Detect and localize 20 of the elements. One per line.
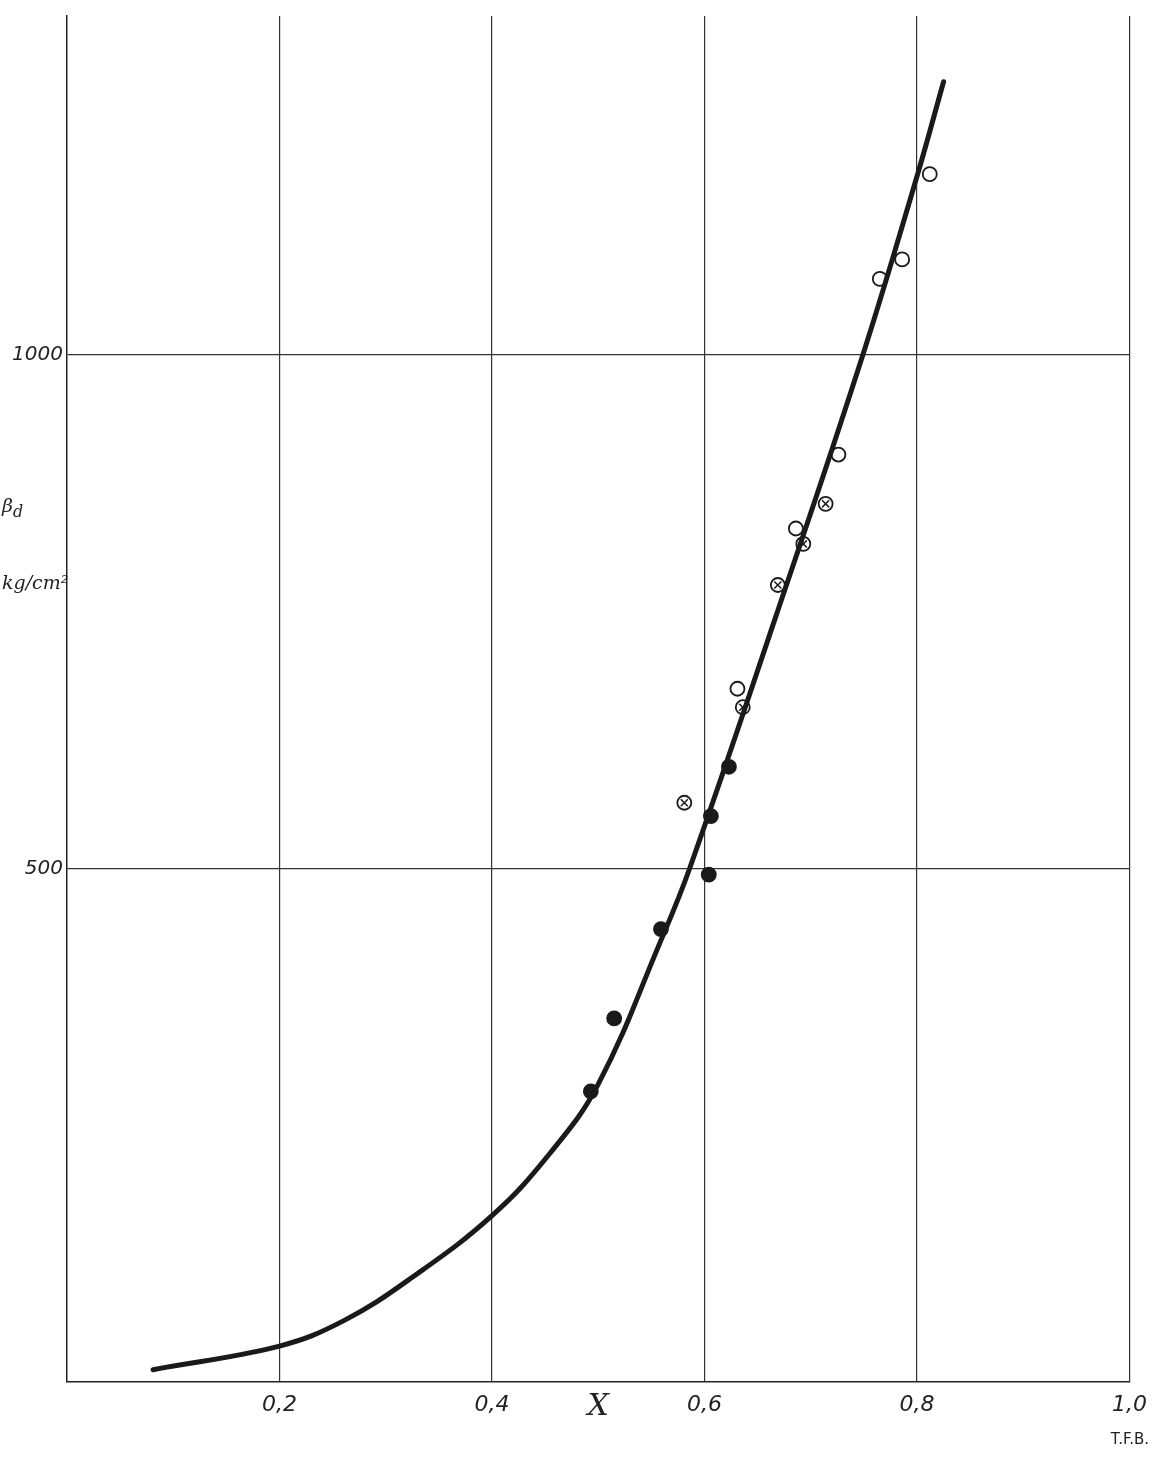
- x-axis-title: X: [585, 1386, 611, 1422]
- point: [769, 577, 786, 593]
- point: [795, 536, 812, 552]
- point: [734, 699, 751, 716]
- point: [894, 251, 911, 268]
- text: T.F.B.: [1110, 1430, 1149, 1448]
- y-tick-label: 1000: [12, 341, 63, 366]
- x-tick-label: 0,8: [899, 1390, 935, 1416]
- x-tick-label: 1,0: [1112, 1390, 1148, 1416]
- point: [729, 680, 746, 697]
- point: [700, 866, 717, 883]
- point: [676, 794, 693, 811]
- point: [787, 520, 804, 537]
- x-tick-label: 0,4: [474, 1390, 510, 1416]
- point: [606, 1010, 623, 1027]
- x-tick-label: 0,6: [687, 1390, 722, 1416]
- x-tick-label: 0,2: [262, 1390, 297, 1416]
- point: [817, 495, 834, 512]
- y-tick-label: 500: [24, 854, 63, 879]
- point: [921, 166, 938, 183]
